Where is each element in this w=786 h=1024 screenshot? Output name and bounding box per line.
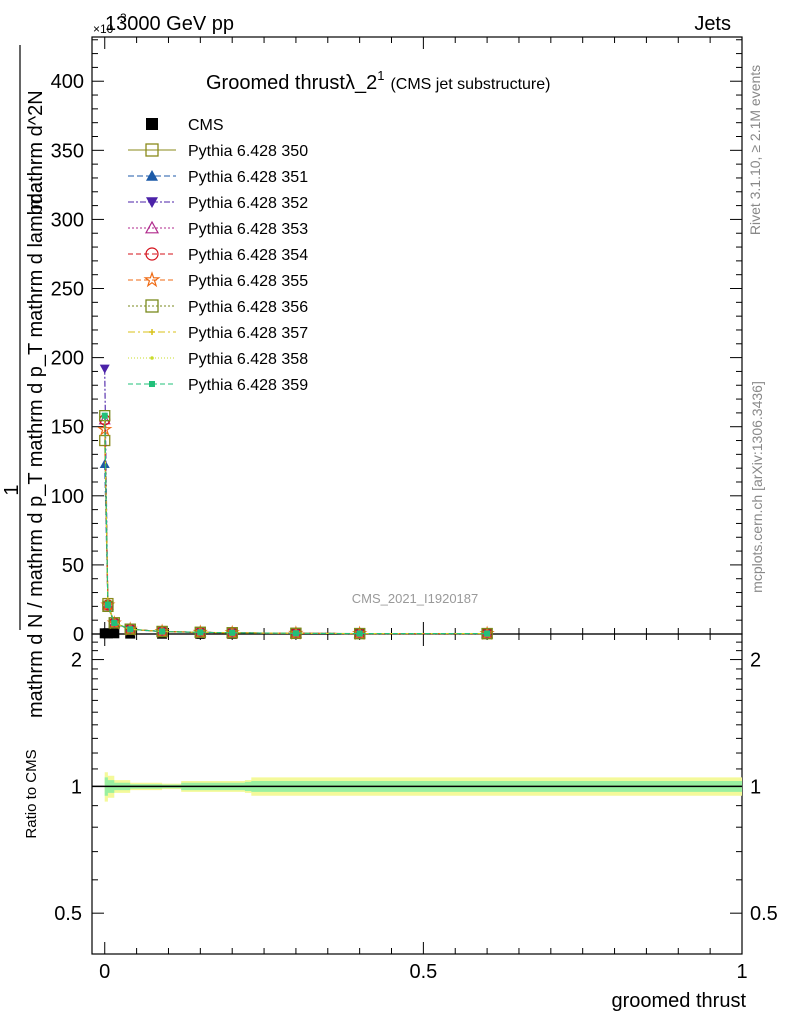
ratio-y-tick-label-right: 1 [750, 776, 761, 798]
legend-item: Pythia 6.428 351 [128, 169, 308, 186]
chart-subtitle: (CMS jet substructure) [390, 76, 550, 93]
y-tick-label: 100 [51, 486, 84, 508]
data-marker [111, 619, 118, 626]
series-pythia-6-428-351 [99, 459, 493, 638]
chart-title: Groomed thrustλ_21 (CMS jet substructure) [206, 68, 550, 94]
data-marker [146, 118, 158, 130]
series-pythia-6-428-359 [101, 412, 491, 637]
x-axis-label: groomed thrust [611, 990, 746, 1012]
legend-label: Pythia 6.428 355 [188, 273, 308, 290]
legend-label: Pythia 6.428 358 [188, 351, 308, 368]
mcplots-label: mcplots.cern.ch [arXiv:1306.3436] [749, 381, 765, 593]
data-marker [99, 459, 110, 469]
data-marker [146, 170, 158, 181]
legend-item: Pythia 6.428 355 [128, 271, 308, 290]
y-tick-label: 400 [51, 71, 84, 93]
legend-item: Pythia 6.428 357 [128, 325, 308, 342]
analysis-watermark: CMS_2021_I1920187 [352, 591, 479, 606]
y-tick-label: 200 [51, 348, 84, 370]
series-pythia-6-428-355 [97, 421, 495, 641]
ratio-y-tick-label-right: 2 [750, 650, 761, 672]
x-tick-label: 0.5 [409, 961, 437, 983]
chart-title-sup: 1 [377, 68, 384, 83]
ratio-y-tick-label: 0.5 [54, 903, 82, 925]
legend-label: Pythia 6.428 356 [188, 299, 308, 316]
data-marker [145, 247, 159, 261]
header-right: Jets [694, 13, 731, 35]
y-exponent: 3 [120, 11, 127, 25]
data-marker [146, 197, 158, 208]
legend-item: Pythia 6.428 352 [128, 195, 308, 212]
ratio-y-tick-label: 2 [71, 650, 82, 672]
data-marker [145, 299, 159, 313]
ratio-y-label: Ratio to CMS [23, 749, 40, 838]
data-marker [108, 617, 120, 629]
series-pythia-6-428-350 [99, 434, 493, 640]
legend-label: Pythia 6.428 352 [188, 195, 308, 212]
ratio-y-tick-label-right: 0.5 [750, 903, 778, 925]
ratio-axis-ticks: 0.5 0.5 1 1 2 2 0 0.5 1 [54, 634, 778, 983]
main-axis-ticks: 0 50 100 150 200 250 300 350 400 [51, 37, 743, 646]
y-label-top: mathrm d^2N [25, 90, 47, 209]
data-marker [99, 364, 110, 374]
header-left: 13000 GeV pp [105, 13, 234, 35]
legend-label: Pythia 6.428 359 [188, 377, 308, 394]
data-marker [104, 601, 111, 608]
x-tick-label: 1 [736, 961, 747, 983]
legend-label: Pythia 6.428 353 [188, 221, 308, 238]
legend-label: CMS [188, 117, 224, 134]
data-marker [145, 143, 159, 157]
y-tick-label: 150 [51, 417, 84, 439]
data-marker [356, 630, 363, 637]
series-line [104, 463, 488, 635]
data-marker [159, 628, 166, 635]
data-marker [229, 629, 236, 636]
legend-item: Pythia 6.428 350 [128, 143, 308, 160]
main-y-label: 1 mathrm d^2N mathrm d N / mathrm d p_T … [1, 45, 47, 718]
data-marker [143, 271, 161, 288]
data-marker [109, 628, 120, 639]
series-layer [97, 364, 495, 641]
y-tick-label: 250 [51, 279, 84, 301]
data-marker [149, 381, 155, 387]
y-label-bottom: mathrm d N / mathrm d p_T mathrm d p_T m… [25, 181, 47, 718]
data-marker [144, 220, 160, 234]
legend-label: Pythia 6.428 351 [188, 169, 308, 186]
series-line [104, 415, 488, 635]
legend-item: Pythia 6.428 359 [128, 377, 308, 394]
data-marker [102, 628, 113, 639]
x-tick-label: 0 [99, 961, 110, 983]
legend-label: Pythia 6.428 357 [188, 325, 308, 342]
legend-item: Pythia 6.428 358 [128, 351, 308, 368]
data-marker [97, 421, 113, 436]
y-tick-label: 50 [62, 555, 84, 577]
chart-title-main: Groomed thrustλ_2 [206, 72, 377, 94]
y-tick-label: 300 [51, 209, 84, 231]
y-tick-label: 0 [73, 624, 84, 646]
y-exponent-prefix: ×10 [93, 22, 114, 36]
data-marker [484, 630, 491, 637]
y-tick-label: 350 [51, 140, 84, 162]
data-marker [292, 630, 299, 637]
legend-label: Pythia 6.428 354 [188, 247, 308, 264]
legend-item: Pythia 6.428 353 [128, 220, 308, 238]
legend: CMS Pythia 6.428 350 Pythia 6.428 351 Pythi… [128, 117, 308, 394]
rivet-version-label: Rivet 3.1.10, ≥ 2.1M events [747, 65, 763, 235]
data-marker [101, 412, 108, 419]
legend-label: Pythia 6.428 350 [188, 143, 308, 160]
data-marker [149, 329, 155, 335]
y-label-one: 1 [1, 484, 23, 495]
data-marker [127, 626, 134, 633]
ratio-y-tick-label: 1 [71, 776, 82, 798]
legend-item: Pythia 6.428 356 [128, 299, 308, 316]
legend-item: CMS [146, 117, 224, 134]
data-marker [150, 356, 154, 360]
legend-item: Pythia 6.428 354 [128, 247, 308, 264]
data-marker [197, 629, 204, 636]
